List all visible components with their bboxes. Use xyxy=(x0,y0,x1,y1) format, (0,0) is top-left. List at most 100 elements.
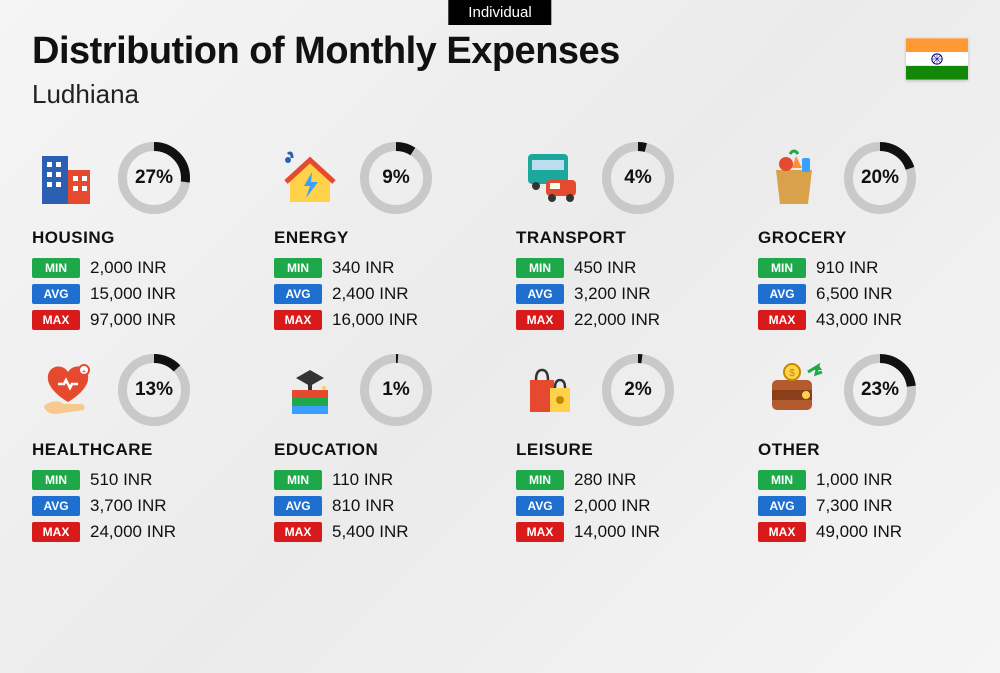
stat-min-transport: MIN 450 INR xyxy=(516,258,726,278)
subtitle-city: Ludhiana xyxy=(32,79,968,110)
val-avg-healthcare: 3,700 INR xyxy=(90,496,167,516)
stat-min-healthcare: MIN 510 INR xyxy=(32,470,242,490)
tag-avg: AVG xyxy=(274,496,322,516)
val-max-other: 49,000 INR xyxy=(816,522,902,542)
val-max-grocery: 43,000 INR xyxy=(816,310,902,330)
bus-car-icon xyxy=(516,142,588,214)
card-healthcare: + 13% HEALTHCARE MIN 510 INR AVG 3,700 I… xyxy=(32,354,242,548)
stat-avg-education: AVG 810 INR xyxy=(274,496,484,516)
stat-max-energy: MAX 16,000 INR xyxy=(274,310,484,330)
donut-pct-grocery: 20% xyxy=(861,167,899,189)
stat-avg-transport: AVG 3,200 INR xyxy=(516,284,726,304)
donut-pct-education: 1% xyxy=(382,379,409,401)
donut-energy: 9% xyxy=(360,142,432,214)
tag-max: MAX xyxy=(274,310,322,330)
val-min-education: 110 INR xyxy=(332,470,393,490)
tag-max: MAX xyxy=(516,522,564,542)
card-transport: 4% TRANSPORT MIN 450 INR AVG 3,200 INR M… xyxy=(516,142,726,336)
stat-min-leisure: MIN 280 INR xyxy=(516,470,726,490)
stat-max-other: MAX 49,000 INR xyxy=(758,522,968,542)
stat-min-energy: MIN 340 INR xyxy=(274,258,484,278)
tag-avg: AVG xyxy=(758,284,806,304)
card-grocery: 20% GROCERY MIN 910 INR AVG 6,500 INR MA… xyxy=(758,142,968,336)
val-avg-leisure: 2,000 INR xyxy=(574,496,651,516)
svg-text:+: + xyxy=(82,367,87,376)
val-avg-housing: 15,000 INR xyxy=(90,284,176,304)
tag-max: MAX xyxy=(32,310,80,330)
tag-max: MAX xyxy=(758,310,806,330)
tag-avg: AVG xyxy=(758,496,806,516)
tag-avg: AVG xyxy=(516,496,564,516)
tag-min: MIN xyxy=(758,258,806,278)
tag-min: MIN xyxy=(32,470,80,490)
tag-max: MAX xyxy=(274,522,322,542)
tag-min: MIN xyxy=(274,470,322,490)
val-min-healthcare: 510 INR xyxy=(90,470,152,490)
card-other: $ 23% OTHER MIN 1,000 INR AVG 7,300 INR … xyxy=(758,354,968,548)
tag-avg: AVG xyxy=(516,284,564,304)
tag-min: MIN xyxy=(758,470,806,490)
page-title: Distribution of Monthly Expenses xyxy=(32,30,968,73)
stat-avg-grocery: AVG 6,500 INR xyxy=(758,284,968,304)
stat-avg-energy: AVG 2,400 INR xyxy=(274,284,484,304)
card-leisure: 2% LEISURE MIN 280 INR AVG 2,000 INR MAX… xyxy=(516,354,726,548)
svg-text:$: $ xyxy=(789,368,795,379)
val-max-leisure: 14,000 INR xyxy=(574,522,660,542)
heart-hand-icon: + xyxy=(32,354,104,426)
card-energy: 9% ENERGY MIN 340 INR AVG 2,400 INR MAX … xyxy=(274,142,484,336)
card-housing: 27% HOUSING MIN 2,000 INR AVG 15,000 INR… xyxy=(32,142,242,336)
stat-avg-healthcare: AVG 3,700 INR xyxy=(32,496,242,516)
val-avg-other: 7,300 INR xyxy=(816,496,893,516)
val-avg-education: 810 INR xyxy=(332,496,394,516)
donut-education: 1% xyxy=(360,354,432,426)
category-name-leisure: LEISURE xyxy=(516,440,726,460)
category-name-energy: ENERGY xyxy=(274,228,484,248)
badge-individual: Individual xyxy=(448,0,551,25)
donut-pct-housing: 27% xyxy=(135,167,173,189)
donut-healthcare: 13% xyxy=(118,354,190,426)
donut-pct-transport: 4% xyxy=(624,167,651,189)
stat-max-education: MAX 5,400 INR xyxy=(274,522,484,542)
val-min-leisure: 280 INR xyxy=(574,470,636,490)
val-avg-energy: 2,400 INR xyxy=(332,284,409,304)
tag-min: MIN xyxy=(274,258,322,278)
tag-max: MAX xyxy=(516,310,564,330)
val-max-energy: 16,000 INR xyxy=(332,310,418,330)
tag-min: MIN xyxy=(516,258,564,278)
stat-min-grocery: MIN 910 INR xyxy=(758,258,968,278)
grocery-bag-icon xyxy=(758,142,830,214)
category-name-transport: TRANSPORT xyxy=(516,228,726,248)
tag-min: MIN xyxy=(516,470,564,490)
energy-house-icon xyxy=(274,142,346,214)
tag-min: MIN xyxy=(32,258,80,278)
donut-grocery: 20% xyxy=(844,142,916,214)
val-max-transport: 22,000 INR xyxy=(574,310,660,330)
stat-max-leisure: MAX 14,000 INR xyxy=(516,522,726,542)
donut-pct-leisure: 2% xyxy=(624,379,651,401)
category-name-grocery: GROCERY xyxy=(758,228,968,248)
stat-max-healthcare: MAX 24,000 INR xyxy=(32,522,242,542)
tag-avg: AVG xyxy=(32,284,80,304)
stat-min-housing: MIN 2,000 INR xyxy=(32,258,242,278)
val-max-housing: 97,000 INR xyxy=(90,310,176,330)
donut-transport: 4% xyxy=(602,142,674,214)
category-name-housing: HOUSING xyxy=(32,228,242,248)
donut-housing: 27% xyxy=(118,142,190,214)
buildings-icon xyxy=(32,142,104,214)
flag-india-icon xyxy=(906,38,968,80)
donut-pct-healthcare: 13% xyxy=(135,379,173,401)
tag-max: MAX xyxy=(758,522,806,542)
val-max-education: 5,400 INR xyxy=(332,522,409,542)
tag-avg: AVG xyxy=(32,496,80,516)
donut-pct-other: 23% xyxy=(861,379,899,401)
stat-max-grocery: MAX 43,000 INR xyxy=(758,310,968,330)
wallet-icon: $ xyxy=(758,354,830,426)
val-avg-grocery: 6,500 INR xyxy=(816,284,893,304)
stat-max-transport: MAX 22,000 INR xyxy=(516,310,726,330)
val-min-housing: 2,000 INR xyxy=(90,258,167,278)
donut-pct-energy: 9% xyxy=(382,167,409,189)
val-min-grocery: 910 INR xyxy=(816,258,878,278)
category-name-healthcare: HEALTHCARE xyxy=(32,440,242,460)
donut-other: 23% xyxy=(844,354,916,426)
shopping-bags-icon xyxy=(516,354,588,426)
